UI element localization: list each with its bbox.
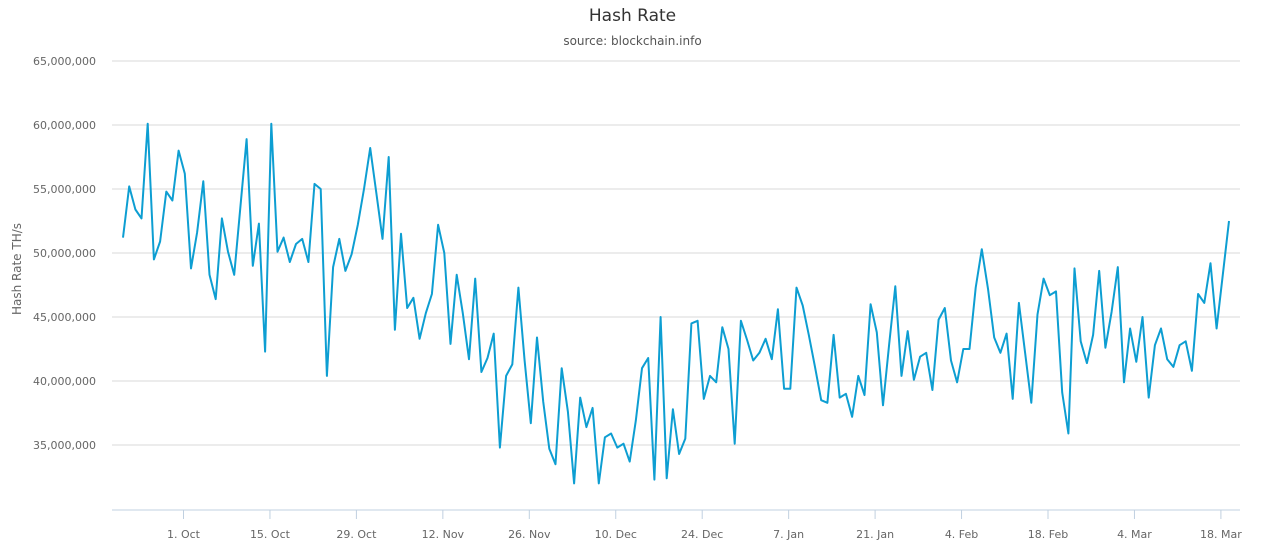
grid-lines: [112, 60, 1240, 446]
y-tick-label: 35,000,000: [33, 439, 96, 452]
x-tick-label: 7. Jan: [773, 528, 804, 541]
chart-title: Hash Rate: [588, 6, 677, 26]
y-tick-label: 65,000,000: [33, 55, 96, 68]
x-tick-label: 26. Nov: [508, 528, 551, 541]
x-tick-label: 24. Dec: [681, 528, 723, 541]
chart-subtitle: source: blockchain.info: [563, 34, 702, 48]
y-tick-label: 50,000,000: [33, 247, 96, 260]
y-tick-label: 40,000,000: [33, 375, 96, 388]
x-tick-label: 4. Mar: [1117, 528, 1152, 541]
y-tick-label: 60,000,000: [33, 119, 96, 132]
x-tick-label: 10. Dec: [595, 528, 637, 541]
hash-rate-series-line[interactable]: [122, 122, 1230, 485]
x-tick-label: 29. Oct: [336, 528, 377, 541]
x-tick-label: 18. Feb: [1028, 528, 1068, 541]
x-tick-label: 21. Jan: [856, 528, 894, 541]
x-tick-label: 4. Feb: [945, 528, 978, 541]
x-tick-label: 18. Mar: [1200, 528, 1242, 541]
x-tick-label: 1. Oct: [167, 528, 201, 541]
y-tick-label: 55,000,000: [33, 183, 96, 196]
x-tick-label: 15. Oct: [250, 528, 291, 541]
y-tick-label: 45,000,000: [33, 311, 96, 324]
x-tick-label: 12. Nov: [422, 528, 465, 541]
y-axis-ticks: 35,000,000 40,000,000 45,000,000 50,000,000…: [33, 55, 96, 452]
x-axis: 1. Oct 15. Oct 29. Oct 12. Nov 26. Nov 10. De…: [112, 509, 1242, 541]
